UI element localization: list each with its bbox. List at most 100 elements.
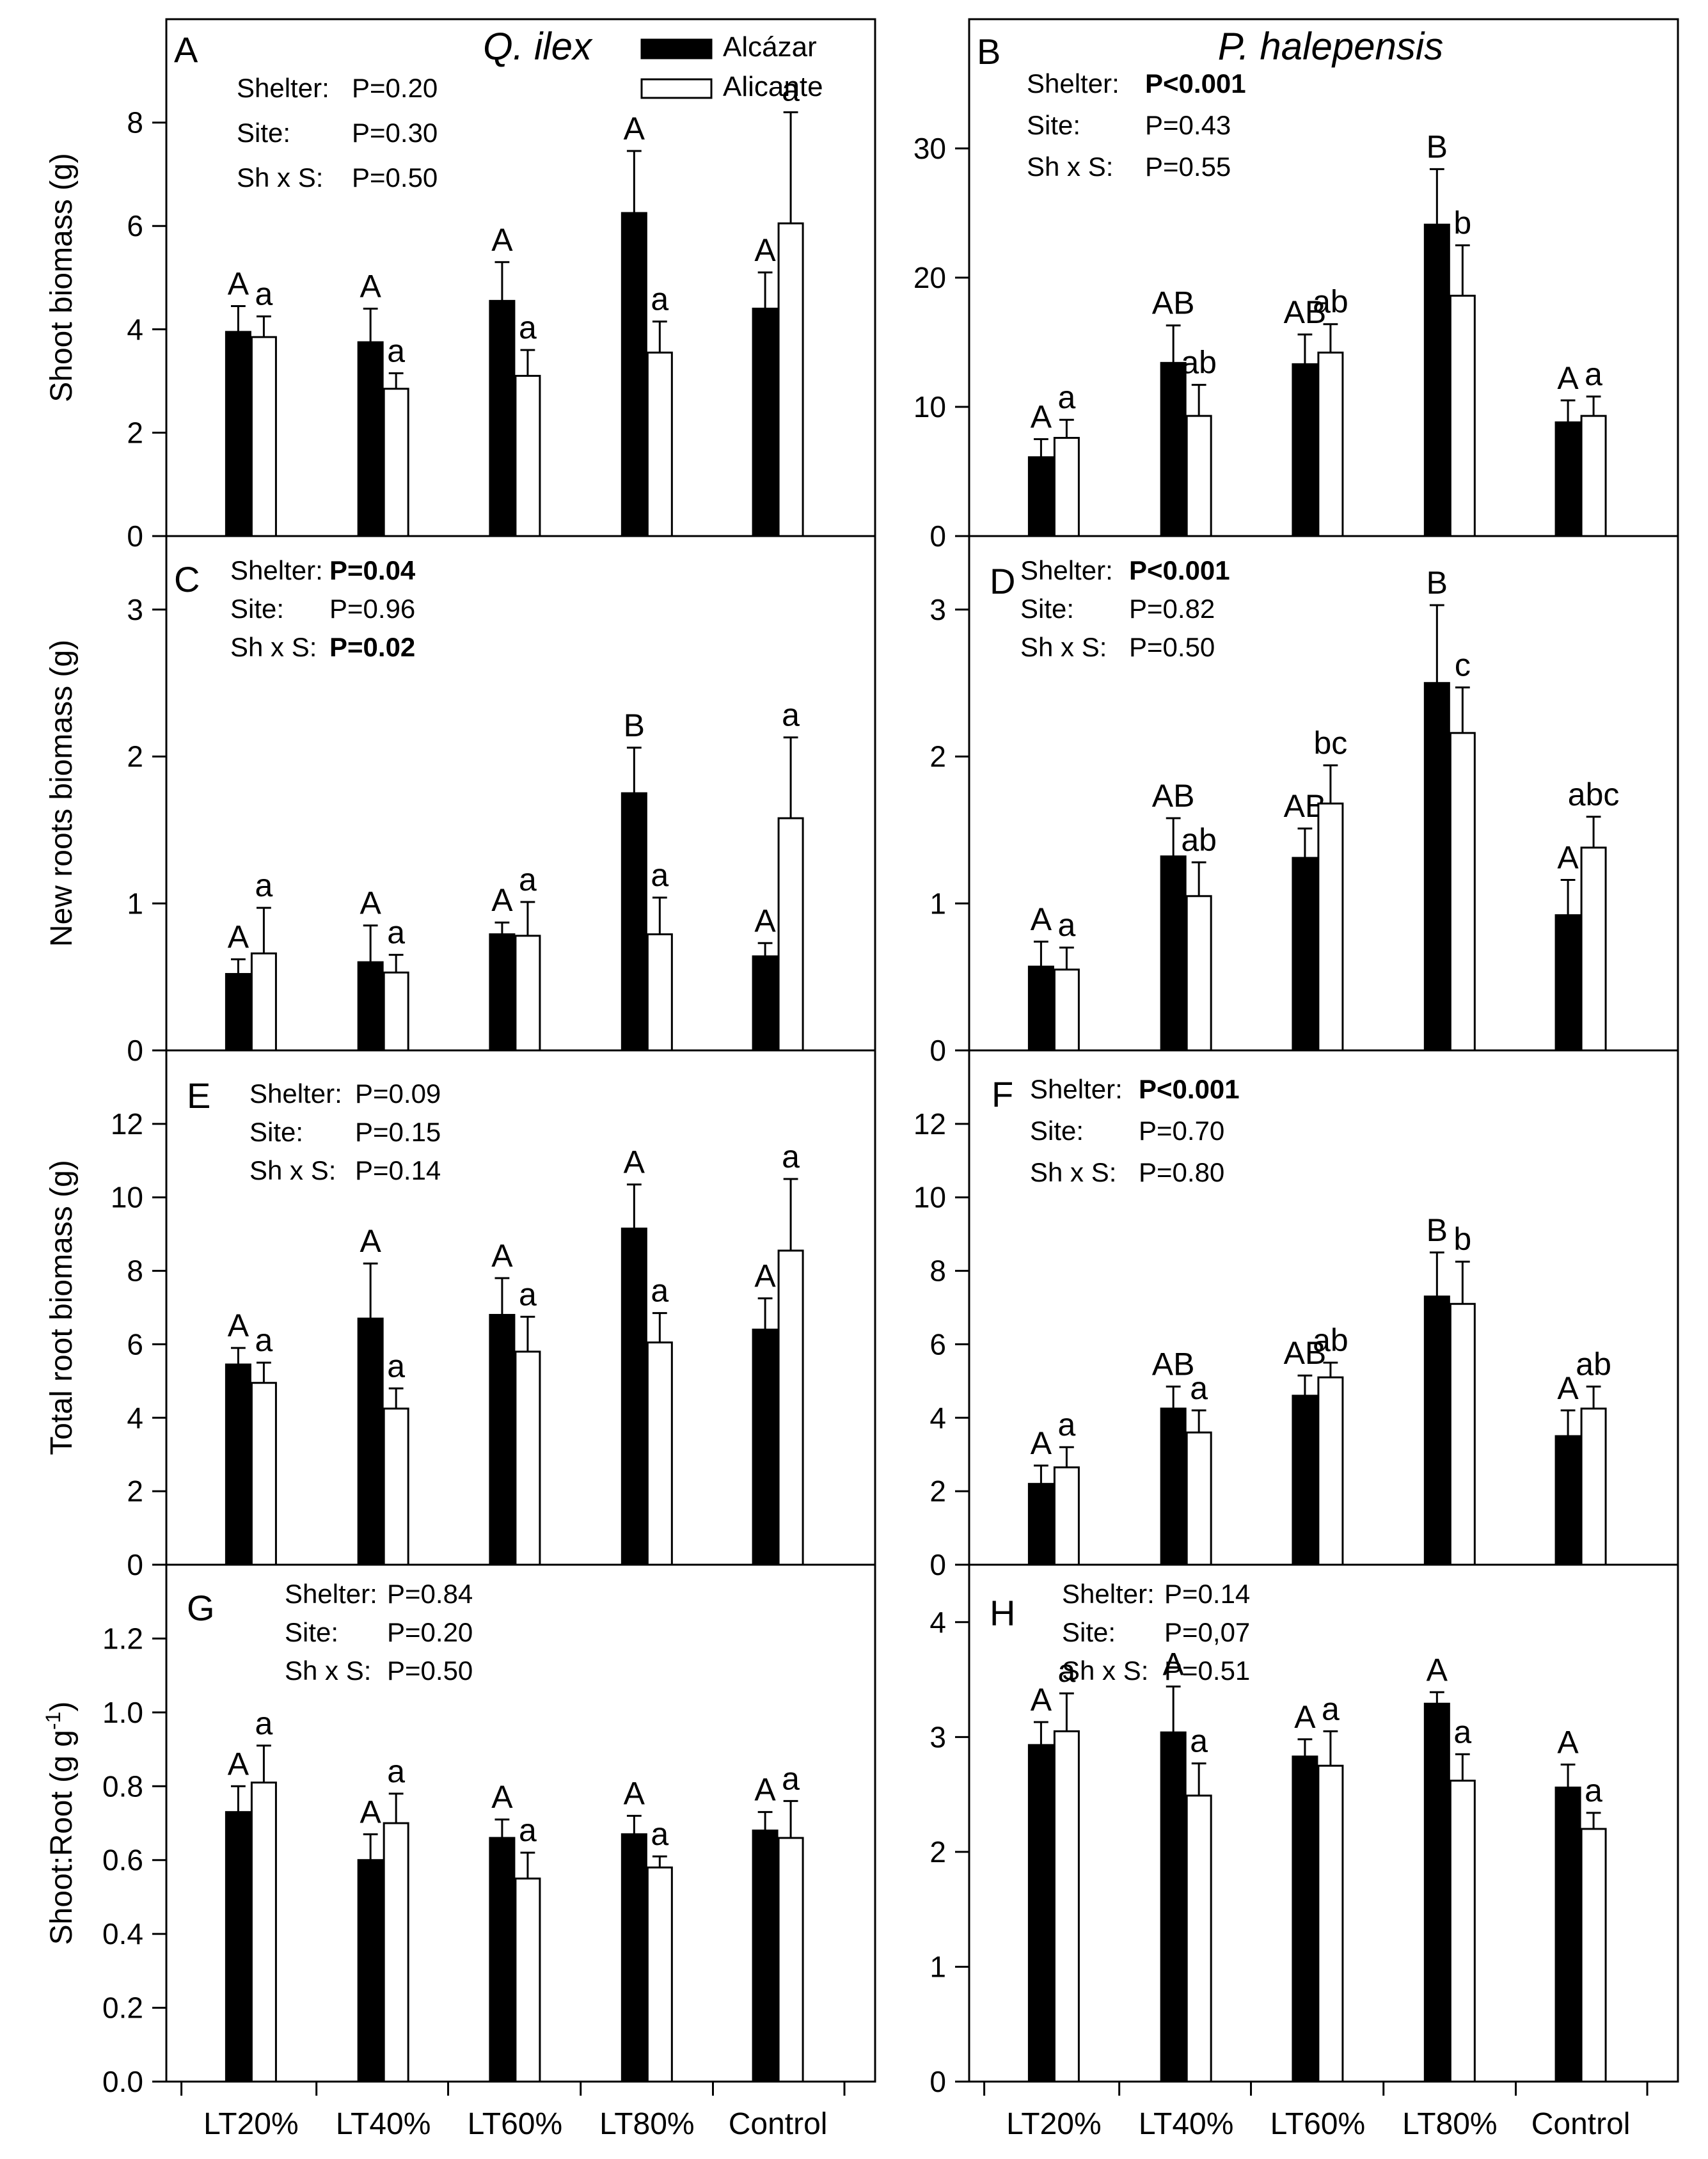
significance-letter: a (519, 1276, 537, 1312)
bar-alicante (1580, 1407, 1607, 1566)
significance-letter: a (1585, 1773, 1602, 1808)
legend: Alcázar Alicante (640, 31, 823, 102)
significance-letter: a (387, 1348, 405, 1384)
stat-label: Shelter: (1027, 68, 1119, 99)
significance-letter: AB (1152, 778, 1195, 814)
y-tick-label: 2 (929, 1835, 946, 1869)
stat-label: Shelter: (1062, 1579, 1155, 1609)
y-tick-label: 2 (929, 740, 946, 773)
significance-letter: a (519, 1812, 537, 1848)
bar-alcazar (621, 212, 647, 537)
stat-value: P=0.70 (1139, 1116, 1224, 1146)
stat-label: Sh x S: (1030, 1157, 1116, 1187)
stat-value: P=0.96 (329, 594, 415, 624)
significance-letter: A (1557, 1724, 1579, 1760)
bar-alcazar (1554, 1786, 1581, 2083)
stat-label: Sh x S: (1020, 632, 1107, 662)
panel-letter: D (990, 561, 1015, 601)
y-tick-label: 10 (913, 1181, 946, 1214)
y-tick-label: 2 (127, 1475, 143, 1508)
bar-alcazar (1554, 914, 1581, 1052)
significance-letter: B (1427, 565, 1448, 601)
significance-letter: a (1057, 1653, 1075, 1689)
significance-letter: A (360, 1794, 381, 1830)
significance-letter: abc (1568, 777, 1620, 812)
bar-alcazar (1027, 965, 1054, 1052)
y-tick-label: 0 (929, 519, 946, 553)
stat-label: Site: (249, 1117, 303, 1147)
stat-value: P=0.80 (1139, 1157, 1224, 1187)
stat-value: P=0.50 (387, 1656, 473, 1686)
significance-letter: A (360, 885, 381, 921)
y-tick-label: 0 (127, 1548, 143, 1581)
bar-alcazar (1160, 1731, 1187, 2083)
significance-letter: A (1031, 1682, 1052, 1718)
bar-alcazar (1027, 456, 1054, 537)
significance-letter: ab (1181, 345, 1217, 381)
stat-label: Site: (285, 1617, 338, 1647)
bar-alicante (1580, 415, 1607, 537)
y-tick-label: 0.8 (102, 1769, 143, 1803)
stat-label: Shelter: (237, 73, 329, 103)
bar-alcazar (1554, 421, 1581, 537)
significance-letter: A (754, 1258, 776, 1294)
y-tick-label: 4 (929, 1606, 946, 1639)
significance-letter: A (1162, 1646, 1184, 1682)
x-category-label: LT60% (1270, 2107, 1366, 2141)
bar-alicante (1185, 1794, 1212, 2083)
stat-value: P<0.001 (1139, 1074, 1240, 1104)
stat-value: P=0,07 (1164, 1617, 1250, 1647)
y-tick-label: 0.0 (102, 2065, 143, 2098)
stat-label: Sh x S: (230, 632, 317, 662)
bar-alicante (1185, 895, 1212, 1052)
bar-alicante (1317, 802, 1344, 1052)
stat-label: Shelter: (285, 1579, 377, 1609)
bar-alicante (1053, 1466, 1080, 1566)
y-tick-label: 10 (913, 390, 946, 423)
bar-alcazar (489, 1837, 516, 2083)
significance-letter: A (491, 1238, 513, 1274)
y-tick-label: 8 (127, 106, 143, 139)
bar-alcazar (1160, 855, 1187, 1052)
stat-value: P<0.001 (1145, 68, 1246, 99)
bar-alicante (1053, 436, 1080, 537)
y-tick-label: 4 (127, 1401, 143, 1434)
significance-letter: b (1453, 205, 1471, 241)
stat-label: Sh x S: (237, 162, 323, 193)
y-tick-label: 30 (913, 132, 946, 165)
significance-letter: B (1427, 129, 1448, 164)
significance-letter: bc (1314, 725, 1348, 761)
stat-value: P<0.001 (1129, 555, 1230, 585)
y-tick-label: 10 (111, 1181, 143, 1214)
bar-alicante (777, 1837, 804, 2083)
y-tick-label: 0 (929, 1034, 946, 1067)
stat-value: P=0.20 (387, 1617, 473, 1647)
stat-value: P=0.04 (329, 555, 416, 585)
significance-letter: a (782, 72, 800, 107)
stat-label: Site: (230, 594, 284, 624)
y-tick-label: 0 (929, 2065, 946, 2098)
significance-letter: A (360, 268, 381, 304)
stat-value: P=0.55 (1145, 152, 1231, 182)
bar-alcazar (1554, 1435, 1581, 1566)
significance-letter: a (387, 333, 405, 368)
significance-letter: a (1057, 907, 1075, 943)
bar-alcazar (357, 961, 384, 1052)
panel-letter: E (187, 1075, 210, 1116)
bar-alcazar (752, 955, 779, 1052)
bar-alicante (383, 388, 409, 537)
significance-letter: a (519, 310, 537, 345)
y-tick-label: 1.2 (102, 1622, 143, 1655)
stat-label: Sh x S: (285, 1656, 371, 1686)
significance-letter: a (651, 1273, 668, 1309)
stat-value: P=0.14 (355, 1155, 441, 1185)
stat-label: Site: (1030, 1116, 1084, 1146)
bar-alcazar (621, 792, 647, 1052)
significance-letter: ab (1313, 1322, 1348, 1358)
bar-alcazar (1423, 1702, 1450, 2083)
bar-alicante (1317, 1376, 1344, 1566)
significance-letter: a (1190, 1723, 1208, 1759)
significance-letter: c (1455, 647, 1471, 683)
